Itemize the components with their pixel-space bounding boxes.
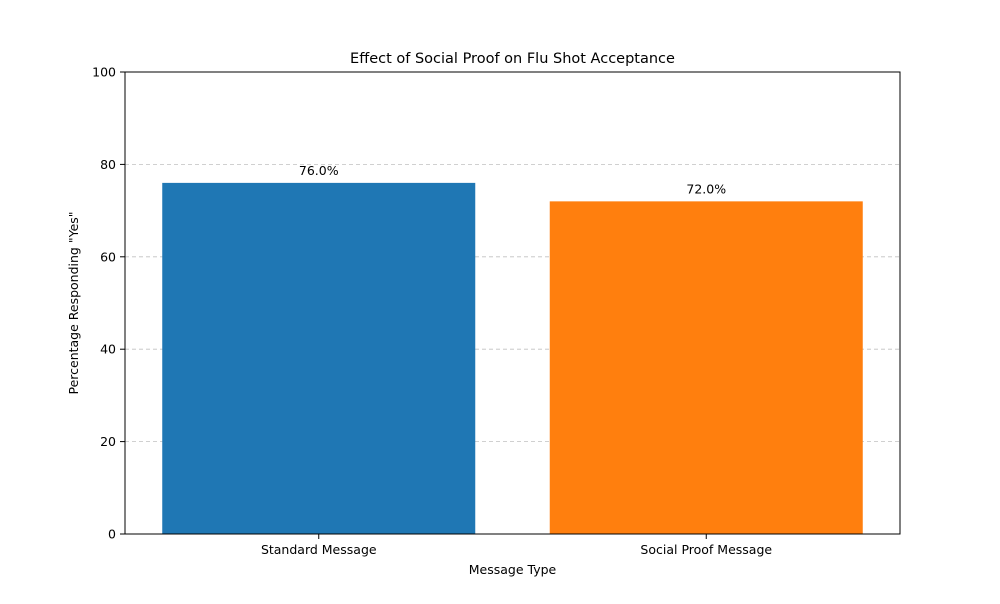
y-tick-label: 20 [100,434,116,449]
bars [162,182,863,535]
x-tick-label: Standard Message [261,542,377,557]
axes: 0 20 40 60 80 100 Standard Message Social Proof… [92,65,772,558]
bar-social-proof-message [549,201,863,535]
bar-standard-message [162,182,476,534]
plot-area-frame [124,71,901,535]
bar-value-label: 76.0% [299,163,339,178]
x-axis-label: Message Type [469,562,557,577]
y-axis-label: Percentage Responding "Yes" [66,211,81,394]
y-tick-label: 40 [100,342,116,357]
y-tick-label: 0 [108,527,116,542]
y-tick-label: 80 [100,157,116,172]
data-labels: 76.0% 72.0% [299,163,726,196]
chart-title: Effect of Social Proof on Flu Shot Accep… [350,51,675,67]
x-tick-label: Social Proof Message [640,542,772,557]
y-tick-label: 100 [92,65,116,80]
y-tick-label: 60 [100,249,116,264]
bar-value-label: 72.0% [686,181,726,196]
